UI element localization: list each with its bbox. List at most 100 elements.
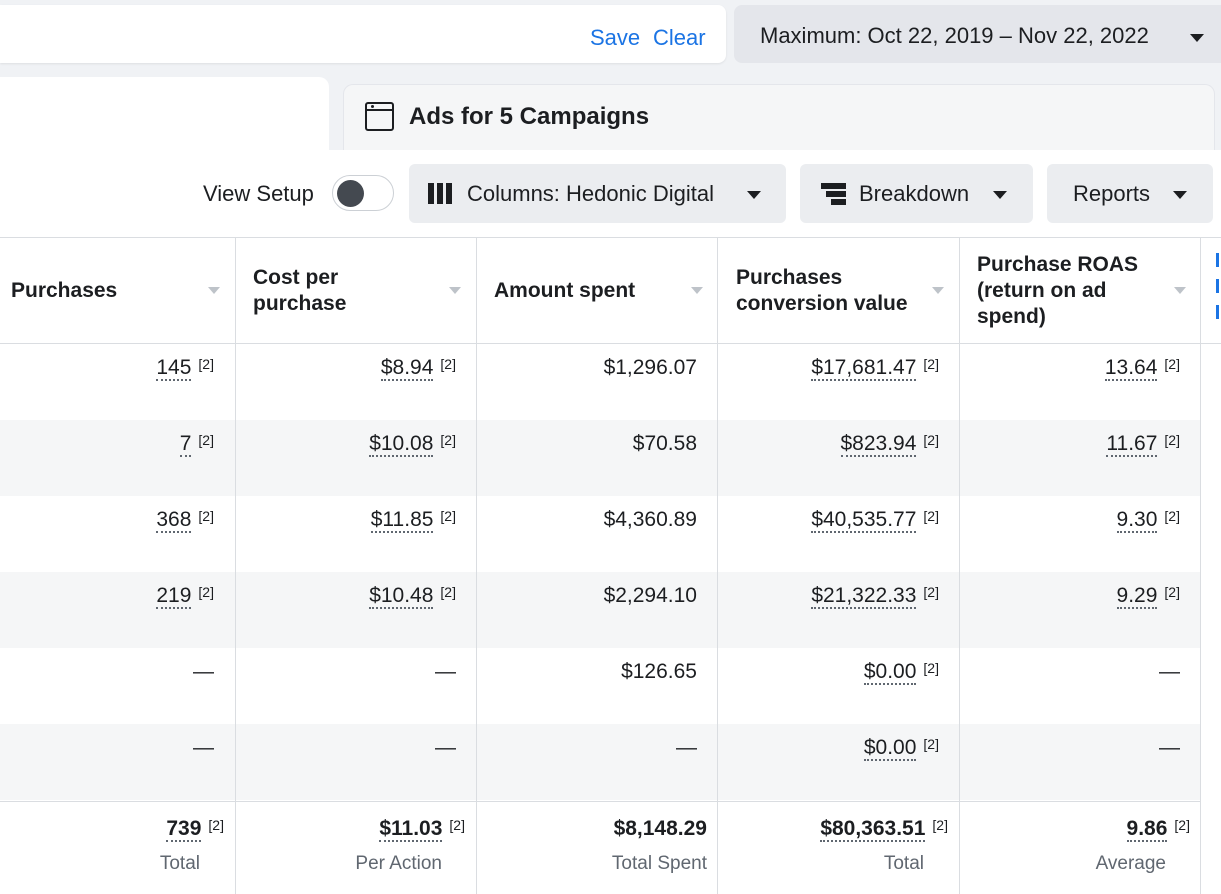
footnote-ref: [2] [449, 817, 465, 833]
table-cell: $4,360.89 [604, 508, 697, 532]
save-button[interactable]: Save [590, 25, 641, 50]
table-cell: — [435, 736, 456, 760]
table-cell: $10.08 [2] [369, 432, 456, 457]
columns-button[interactable]: Columns: Hedonic Digital [409, 164, 786, 223]
table-cell: 368 [2] [156, 508, 214, 533]
chevron-down-icon [1190, 34, 1204, 42]
chevron-down-icon [747, 191, 761, 199]
table-cell: $10.48 [2] [369, 584, 456, 609]
breakdown-button[interactable]: Breakdown [800, 164, 1033, 223]
table-cell: 9.30 [2] [1116, 508, 1180, 533]
table-cell: $126.65 [621, 660, 697, 684]
cell-value: — [676, 736, 697, 759]
footnote-ref: [2] [440, 508, 456, 524]
cell-value[interactable]: $8.94 [380, 356, 434, 381]
cell-value: $1,296.07 [603, 356, 697, 379]
table-row: 7 [2] $10.08 [2] $70.58 $823.94 [2] 11.67 [2] [0, 420, 1200, 496]
cell-value[interactable]: $10.08 [369, 432, 434, 457]
footnote-ref: [2] [923, 584, 939, 600]
table-cell: $2,294.10 [604, 584, 697, 608]
tab-adsets[interactable] [0, 77, 329, 157]
table-cell: $70.58 [633, 432, 697, 456]
column-header-label: Purchases [11, 279, 118, 302]
tab-ads[interactable]: Ads for 5 Campaigns [343, 84, 1215, 154]
table-cell: 145 [2] [156, 356, 214, 381]
total-cell: $8,148.29 [614, 817, 707, 841]
cell-value: $70.58 [632, 432, 697, 455]
date-range-label: Maximum: Oct 22, 2019 – Nov 22, 2022 [760, 23, 1149, 48]
cell-value: $126.65 [621, 660, 697, 683]
column-header-amount-spent[interactable]: Amount spent [494, 238, 714, 344]
total-caption: Per Action [355, 853, 442, 874]
cell-value[interactable]: $0.00 [863, 660, 917, 685]
sort-caret-icon [932, 287, 944, 294]
filter-bar[interactable]: Save Clear [0, 5, 726, 63]
total-value[interactable]: 739 [166, 817, 202, 842]
footnote-ref: [2] [198, 508, 214, 524]
totals-row: 739 [2] Total $11.03 [2] Per Action $8,148.29 T… [0, 801, 1200, 894]
total-value[interactable]: $11.03 [379, 817, 443, 842]
cell-value[interactable]: $10.48 [369, 584, 434, 609]
table-cell: 7 [2] [179, 432, 214, 457]
view-setup-toggle[interactable] [332, 175, 394, 211]
total-value[interactable]: 9.86 [1126, 817, 1168, 842]
column-header-cost-per-purchase[interactable]: Cost per purchase [253, 238, 473, 344]
column-header-purchase-roas[interactable]: Purchase ROAS (return on ad spend) [977, 238, 1197, 344]
column-divider [235, 238, 236, 894]
cell-value[interactable]: 9.30 [1116, 508, 1158, 533]
cell-value[interactable]: 7 [179, 432, 192, 457]
cell-value: — [1159, 660, 1180, 683]
footnote-ref: [2] [198, 356, 214, 372]
view-setup-label: View Setup [203, 181, 314, 206]
total-caption: Average [1095, 853, 1166, 874]
chevron-down-icon [1173, 191, 1187, 199]
cell-value[interactable]: 219 [156, 584, 192, 609]
cell-value: — [435, 736, 456, 759]
cell-value[interactable]: 11.67 [1106, 432, 1158, 457]
table-row: 219 [2] $10.48 [2] $2,294.10 $21,322.33 [2] 9.2… [0, 572, 1200, 648]
column-divider [476, 238, 477, 894]
cell-value: — [435, 660, 456, 683]
footnote-ref: [2] [440, 432, 456, 448]
cell-value[interactable]: $11.85 [370, 508, 434, 533]
footnote-ref: [2] [923, 356, 939, 372]
total-value: $8,148.29 [613, 817, 707, 840]
cell-value[interactable]: $823.94 [840, 432, 917, 457]
cell-value[interactable]: 13.64 [1104, 356, 1158, 381]
reports-button[interactable]: Reports [1047, 164, 1213, 223]
column-divider [959, 238, 960, 894]
column-header-label: Amount spent [494, 279, 636, 302]
cell-value[interactable]: 9.29 [1116, 584, 1158, 609]
column-header-label: Cost per purchase [253, 266, 347, 315]
footnote-ref: [2] [1164, 356, 1180, 372]
ads-table: Purchases Cost per purchase Amount spent… [0, 237, 1221, 894]
cell-value[interactable]: 145 [156, 356, 192, 381]
cell-value[interactable]: $40,535.77 [811, 508, 917, 533]
column-divider [717, 238, 718, 894]
total-cell: $80,363.51 [2] [820, 817, 948, 842]
column-header-purchases[interactable]: Purchases [11, 238, 231, 344]
column-header-purchases-conversion-value[interactable]: Purchases conversion value [736, 238, 956, 344]
date-range-picker[interactable]: Maximum: Oct 22, 2019 – Nov 22, 2022 [734, 5, 1221, 63]
reports-label: Reports [1073, 181, 1151, 206]
total-value[interactable]: $80,363.51 [820, 817, 926, 842]
ad-window-icon [365, 102, 394, 131]
table-cell: $11.85 [2] [370, 508, 456, 533]
table-cell: — [1159, 660, 1180, 684]
sort-caret-icon [208, 287, 220, 294]
table-cell: $8.94 [2] [380, 356, 456, 381]
total-caption: Total Spent [611, 853, 707, 874]
footnote-ref: [2] [923, 432, 939, 448]
clear-button[interactable]: Clear [653, 25, 706, 50]
cell-value[interactable]: $21,322.33 [811, 584, 917, 609]
table-row: — — $126.65 $0.00 [2] — [0, 648, 1200, 724]
total-cell: $11.03 [2] [379, 817, 465, 842]
footnote-ref: [2] [198, 584, 214, 600]
total-caption: Total [159, 853, 200, 874]
table-cell: $21,322.33 [2] [811, 584, 939, 609]
cell-value[interactable]: $0.00 [863, 736, 917, 761]
footnote-ref: [2] [1164, 432, 1180, 448]
cell-value: — [1159, 736, 1180, 759]
cell-value[interactable]: 368 [156, 508, 192, 533]
cell-value[interactable]: $17,681.47 [811, 356, 917, 381]
